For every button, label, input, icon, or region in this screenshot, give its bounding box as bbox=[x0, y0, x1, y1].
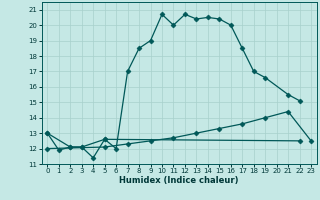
X-axis label: Humidex (Indice chaleur): Humidex (Indice chaleur) bbox=[119, 176, 239, 185]
